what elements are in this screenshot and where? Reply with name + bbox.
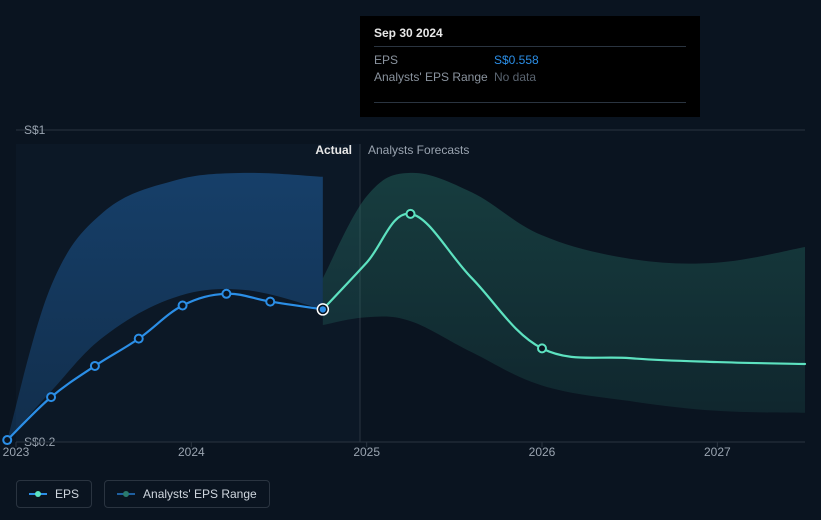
svg-text:Analysts Forecasts: Analysts Forecasts: [368, 143, 469, 157]
svg-text:2026: 2026: [529, 445, 556, 459]
tooltip-row-eps: EPS S$0.558: [374, 53, 686, 67]
legend-item-eps[interactable]: EPS: [16, 480, 92, 508]
tooltip-value-range: No data: [494, 70, 536, 84]
legend-swatch-range: [117, 489, 135, 499]
legend-label: EPS: [55, 487, 79, 501]
tooltip-label: Analysts' EPS Range: [374, 70, 494, 84]
legend: EPS Analysts' EPS Range: [16, 480, 270, 508]
tooltip: Sep 30 2024 EPS S$0.558 Analysts' EPS Ra…: [360, 16, 700, 117]
chart-container: S$1S$0.2ActualAnalysts Forecasts20232024…: [0, 0, 821, 520]
svg-text:S$1: S$1: [24, 123, 46, 137]
svg-text:2024: 2024: [178, 445, 205, 459]
tooltip-title: Sep 30 2024: [374, 26, 686, 47]
tooltip-value-eps: S$0.558: [494, 53, 539, 67]
legend-swatch-eps: [29, 489, 47, 499]
tooltip-footer-divider: [374, 102, 686, 103]
svg-text:2023: 2023: [3, 445, 30, 459]
tooltip-label: EPS: [374, 53, 494, 67]
legend-item-range[interactable]: Analysts' EPS Range: [104, 480, 270, 508]
tooltip-row-range: Analysts' EPS Range No data: [374, 70, 686, 84]
svg-text:2027: 2027: [704, 445, 731, 459]
svg-text:2025: 2025: [353, 445, 380, 459]
svg-text:Actual: Actual: [315, 143, 352, 157]
legend-label: Analysts' EPS Range: [143, 487, 257, 501]
